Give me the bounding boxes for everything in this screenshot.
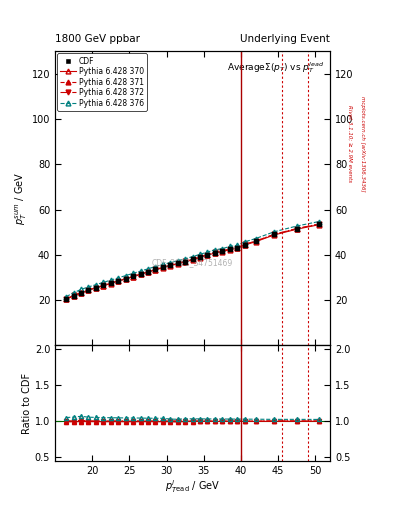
- Text: 1800 GeV ppbar: 1800 GeV ppbar: [55, 34, 140, 44]
- Text: mcplots.cern.ch [arXiv:1306.3436]: mcplots.cern.ch [arXiv:1306.3436]: [360, 96, 365, 191]
- Y-axis label: $p_T^{sum}$ / GeV: $p_T^{sum}$ / GeV: [13, 172, 29, 225]
- Text: Rivet 3.1.10; ≥ 2.9M events: Rivet 3.1.10; ≥ 2.9M events: [348, 105, 353, 182]
- Text: Underlying Event: Underlying Event: [240, 34, 330, 44]
- X-axis label: $p_T^l$$_{\rm{ead}}$ / GeV: $p_T^l$$_{\rm{ead}}$ / GeV: [165, 478, 220, 495]
- Text: CDF_2001_S4751469: CDF_2001_S4751469: [152, 259, 233, 267]
- Text: Average$\Sigma(p_T)$ vs $p_T^{lead}$: Average$\Sigma(p_T)$ vs $p_T^{lead}$: [227, 60, 325, 75]
- Legend: CDF, Pythia 6.428 370, Pythia 6.428 371, Pythia 6.428 372, Pythia 6.428 376: CDF, Pythia 6.428 370, Pythia 6.428 371,…: [57, 53, 147, 111]
- Y-axis label: Ratio to CDF: Ratio to CDF: [22, 372, 32, 434]
